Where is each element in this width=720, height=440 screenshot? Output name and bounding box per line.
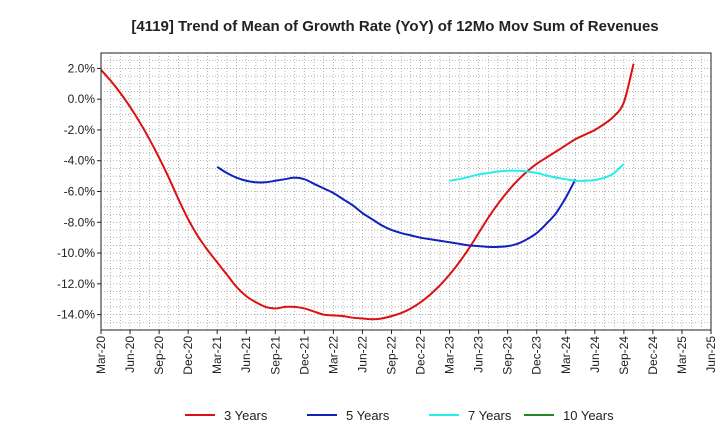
y-tick-label: 2.0%	[68, 61, 96, 75]
x-axis: Mar-20 Jun-20 Sep-20 Dec-20 Mar-21 Jun-21 Sep-…	[94, 330, 718, 375]
y-tick-label: -8.0%	[64, 215, 96, 229]
y-axis: 2.0% 0.0% -2.0% -4.0% -6.0% -8.0% -10.0% -12.0%…	[57, 61, 101, 322]
x-tick-label: Dec-23	[530, 336, 544, 375]
x-tick-label: Mar-23	[443, 336, 457, 374]
y-tick-label: -6.0%	[64, 185, 96, 199]
legend: 3 Years 5 Years 7 Years 10 Years	[185, 408, 614, 423]
x-tick-label: Dec-24	[646, 336, 660, 375]
y-tick-label: 0.0%	[68, 92, 96, 106]
x-tick-label: Sep-23	[501, 336, 515, 375]
x-tick-label: Sep-24	[617, 336, 631, 375]
legend-label-5-years: 5 Years	[346, 408, 390, 423]
y-tick-label: -4.0%	[64, 154, 96, 168]
legend-label-7-years: 7 Years	[468, 408, 512, 423]
plot-frame	[100, 52, 712, 331]
y-tick-label: -2.0%	[64, 123, 96, 137]
x-tick-label: Jun-23	[472, 336, 486, 373]
y-tick-label: -12.0%	[57, 277, 95, 291]
x-tick-label: Sep-20	[152, 336, 166, 375]
x-tick-label: Dec-22	[414, 336, 428, 375]
x-tick-label: Jun-21	[239, 336, 253, 373]
x-tick-label: Mar-24	[559, 336, 573, 374]
grid-layer	[101, 53, 711, 330]
x-tick-label: Jun-22	[355, 336, 369, 373]
legend-label-3-years: 3 Years	[224, 408, 268, 423]
x-tick-label: Mar-22	[326, 336, 340, 374]
legend-label-10-years: 10 Years	[563, 408, 614, 423]
series-layer	[100, 63, 635, 321]
x-tick-label: Dec-20	[181, 336, 195, 375]
series-line-5-years	[216, 166, 577, 248]
y-tick-label: -10.0%	[57, 246, 95, 260]
x-tick-label: Mar-21	[210, 336, 224, 374]
x-tick-label: Sep-21	[268, 336, 282, 375]
series-line-7-years	[449, 163, 625, 182]
chart-title: [4119] Trend of Mean of Growth Rate (YoY…	[131, 18, 658, 35]
x-tick-label: Jun-24	[588, 336, 602, 373]
x-tick-label: Mar-20	[94, 336, 108, 374]
x-tick-label: Jun-25	[704, 336, 718, 373]
x-tick-label: Mar-25	[675, 336, 689, 374]
x-tick-label: Sep-22	[384, 336, 398, 375]
x-tick-label: Dec-21	[297, 336, 311, 375]
x-tick-label: Jun-20	[123, 336, 137, 373]
series-line-3-years	[100, 63, 635, 321]
y-tick-label: -14.0%	[57, 308, 95, 322]
